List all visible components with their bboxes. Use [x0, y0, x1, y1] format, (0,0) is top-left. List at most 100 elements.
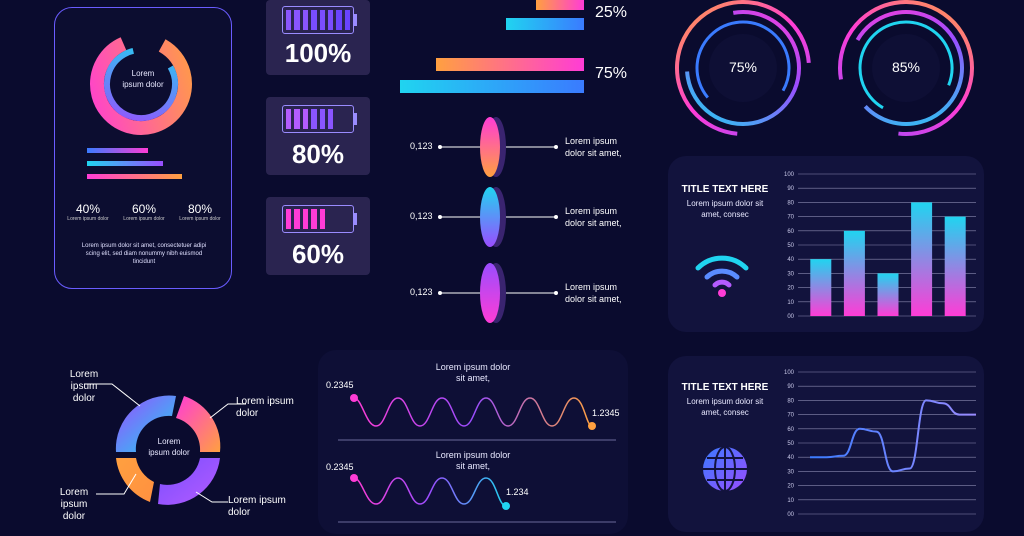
- battery-icon: [282, 205, 354, 233]
- donut-label-line2: dolor: [228, 507, 251, 518]
- wave-2-title-1: Lorem ipsum dolor: [435, 450, 511, 460]
- battery-cell: [294, 109, 300, 129]
- battery-nub: [354, 14, 357, 26]
- disc-label: Lorem ipsum dolor sit amet,: [565, 135, 622, 159]
- bar-ytick-label: 30: [787, 271, 794, 277]
- disc-value: 0,123: [410, 141, 433, 151]
- line-ytick-label: 70: [787, 413, 794, 419]
- wave-1-end-value: 1.2345: [592, 408, 620, 418]
- stats-row: 40% Lorem ipsum dolor 60% Lorem ipsum do…: [63, 202, 225, 222]
- stat-value: 80%: [187, 202, 213, 216]
- donut-connector-lines: [84, 383, 246, 503]
- battery-cell: [302, 10, 309, 30]
- battery-cell: [286, 10, 292, 30]
- stat-label: Lorem ipsum dolor: [67, 216, 109, 222]
- disc-label: Lorem ipsum dolor sit amet,: [565, 281, 622, 305]
- disc-marker: [438, 117, 558, 177]
- donut-label-line1: Lorem ipsum: [59, 487, 89, 510]
- bar-chart: 100 90 80 70 60 50 40 30 20 10 00: [784, 172, 976, 320]
- donut-segment-2: [176, 396, 221, 452]
- battery-cell: [311, 109, 317, 129]
- ring-gauges: [675, 0, 974, 136]
- wave-2-end-value: 1.234: [506, 487, 529, 497]
- bar-ytick-label: 70: [787, 215, 794, 221]
- bar-ytick-label: 00: [787, 314, 794, 320]
- wave-2-start-value: 0.2345: [326, 462, 354, 472]
- disc-label-line1: Lorem ipsum: [565, 136, 618, 146]
- battery-card: 80%: [266, 97, 370, 175]
- battery-cell: [336, 109, 341, 129]
- stat-item: 80% Lorem ipsum dolor: [175, 202, 225, 222]
- stat-value: 40%: [75, 202, 101, 216]
- battery-cell: [345, 209, 350, 229]
- donut-label-3: Lorem ipsum dolor: [46, 487, 102, 523]
- donut-label-line1: Lorem ipsum: [69, 369, 99, 392]
- battery-cell: [327, 109, 334, 129]
- segment-donut-center: Lorem ipsum dolor: [148, 437, 190, 457]
- disc-marker: [438, 187, 558, 247]
- wifi-icon: [695, 255, 749, 297]
- ring-75-value: 75%: [728, 59, 758, 75]
- battery-cell: [344, 10, 350, 30]
- donut-label-line2: dolor: [72, 393, 96, 404]
- wave-line-1: [353, 397, 593, 427]
- line-ytick-label: 40: [787, 455, 794, 461]
- battery-nub: [354, 213, 357, 225]
- battery-cell: [286, 109, 292, 129]
- stat-item: 60% Lorem ipsum dolor: [119, 202, 169, 222]
- left-card-paragraph: Lorem ipsum dolor sit amet, consectetuer…: [81, 243, 207, 265]
- line-chart-panel: TITLE TEXT HERE Lorem ipsum dolor sit am…: [668, 356, 984, 532]
- left-mini-bar: [87, 161, 163, 166]
- battery-cell: [319, 109, 325, 129]
- bar-panel-title: TITLE TEXT HERE: [681, 184, 769, 195]
- bar-ytick-label: 50: [787, 243, 794, 249]
- bar-ytick-label: 10: [787, 300, 794, 306]
- donut-label-line2: dolor: [236, 408, 259, 419]
- line-panel-title: TITLE TEXT HERE: [681, 382, 769, 393]
- left-bar-group: [87, 148, 187, 187]
- bar-panel-sub2: amet, consec: [701, 210, 749, 219]
- donut-center-label: Lorem ipsum dolor: [122, 69, 164, 89]
- radial-donut-chart: [90, 32, 192, 135]
- battery-cell: [286, 209, 292, 229]
- bar-mark: [843, 230, 865, 316]
- wave-2-end-dot: [502, 502, 510, 510]
- disc-marker: [438, 263, 558, 323]
- battery-icon: [282, 6, 354, 34]
- disc-label-line1: Lorem ipsum: [565, 206, 618, 216]
- disc-label-line2: dolor sit amet,: [565, 294, 622, 304]
- left-mini-bar: [87, 174, 182, 179]
- stat-label: Lorem ipsum dolor: [123, 216, 165, 222]
- hbar-25-top: [536, 0, 584, 10]
- battery-cell: [336, 10, 342, 30]
- disc-end-dot: [438, 145, 442, 149]
- bar-ytick-label: 40: [787, 257, 794, 263]
- battery-cell: [302, 109, 309, 129]
- wave-panel: Lorem ipsum dolor sit amet, 0.2345 1.234…: [318, 350, 628, 534]
- battery-card: 100%: [266, 0, 370, 75]
- battery-value: 80%: [291, 139, 345, 169]
- donut-segment-1: [115, 395, 176, 452]
- battery-cell: [311, 10, 317, 30]
- battery-card: 60%: [266, 197, 370, 275]
- battery-cell: [319, 209, 325, 229]
- wave-2-title-2: sit amet,: [455, 461, 490, 471]
- disc-label-line1: Lorem ipsum: [565, 282, 618, 292]
- stat-item: 40% Lorem ipsum dolor: [63, 202, 113, 222]
- disc-front: [480, 187, 500, 247]
- line-ytick-label: 100: [784, 370, 795, 376]
- bar-mark: [877, 273, 899, 316]
- line-ytick-label: 10: [787, 498, 794, 504]
- stat-value: 60%: [131, 202, 157, 216]
- left-card: Lorem ipsum dolor 40% Lorem ipsum dolor …: [54, 7, 232, 289]
- bar-mark: [911, 202, 933, 316]
- donut-inner-ring: [104, 47, 178, 121]
- left-mini-bar: [87, 148, 148, 153]
- disc-end-dot: [554, 291, 558, 295]
- battery-icon: [282, 105, 354, 133]
- donut-segment-4: [158, 458, 220, 505]
- hbar-75-label: 75%: [595, 65, 628, 82]
- globe-icon: [703, 446, 747, 492]
- wave-chart-svg: [338, 394, 616, 523]
- bar-chart-panel: TITLE TEXT HERE Lorem ipsum dolor sit am…: [668, 156, 984, 332]
